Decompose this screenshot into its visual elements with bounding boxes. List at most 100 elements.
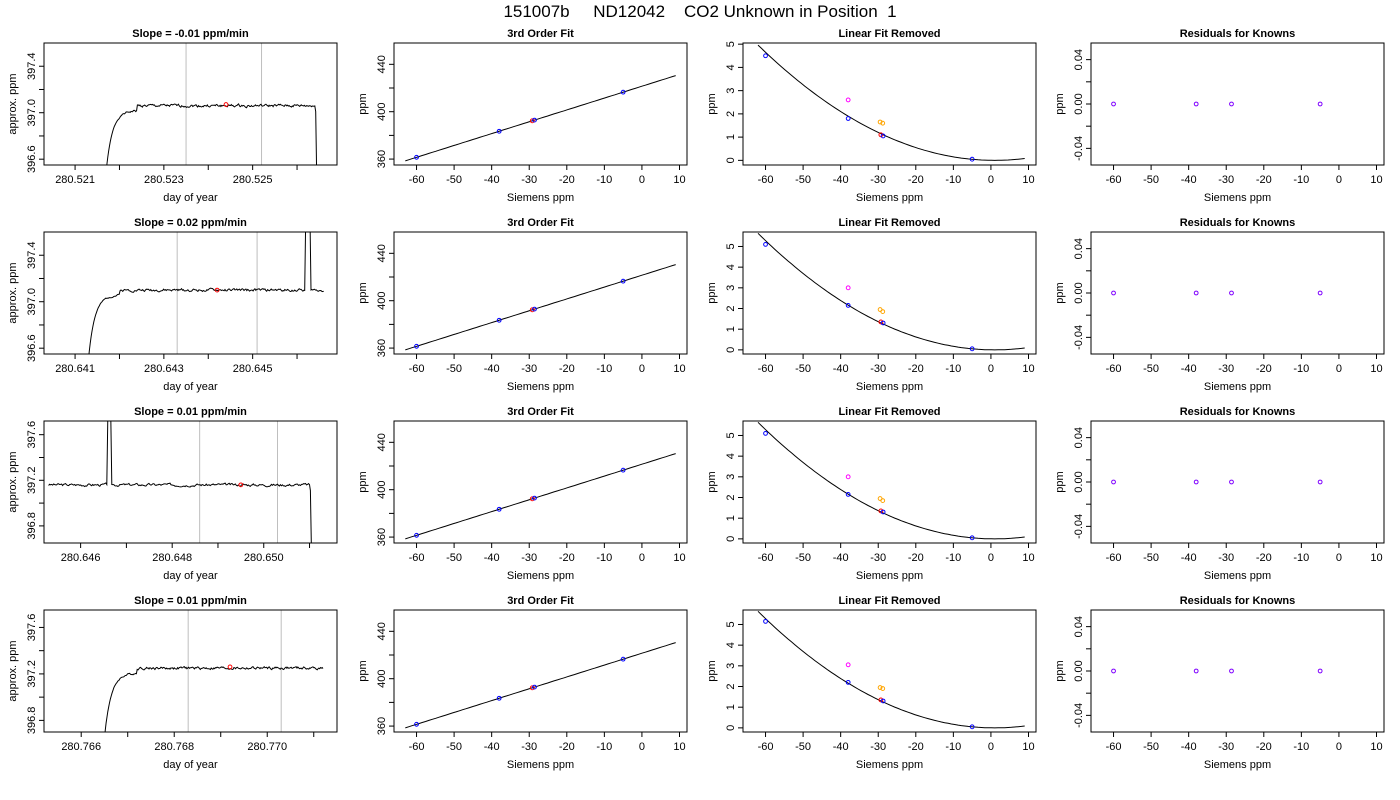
- y-tick-label: 397.0: [26, 99, 38, 127]
- x-tick-label: -40: [833, 363, 849, 375]
- data-point: [214, 287, 220, 293]
- series-line: [106, 103, 318, 165]
- data-point: [1229, 668, 1234, 674]
- x-tick-label: 10: [1370, 552, 1382, 564]
- y-tick-label: 440: [376, 55, 388, 73]
- panel-1-2: Linear Fit Removed-60 -50 -40 -30 -20 -10 0 10S…: [706, 217, 1037, 393]
- x-tick-label: -50: [446, 552, 462, 564]
- panel-3-2: Linear Fit Removed-60 -50 -40 -30 -20 -10 0 10S…: [706, 595, 1037, 771]
- y-tick-label: 397.4: [26, 52, 38, 80]
- y-tick-label: 397.2: [26, 467, 38, 495]
- data-point: [878, 697, 884, 703]
- data-point: [1111, 668, 1116, 674]
- plot-area: [48, 421, 312, 543]
- x-axis-label: Siemens ppm: [1204, 192, 1271, 204]
- y-tick-label: 5: [725, 41, 737, 47]
- y-tick-label: 3: [725, 663, 737, 669]
- panel-2-3: Residuals for Knowns -60 -50 -40 -30 -20 -10 0 1…: [1054, 406, 1385, 582]
- data-point: [496, 695, 502, 701]
- x-tick-label: -50: [795, 174, 811, 186]
- x-tick-label: -20: [908, 363, 924, 375]
- x-tick-label: -60: [758, 552, 774, 564]
- data-point: [880, 120, 886, 126]
- data-point: [969, 346, 975, 352]
- x-axis-label: Siemens ppm: [856, 570, 923, 582]
- x-tick-label: -50: [795, 363, 811, 375]
- data-point: [880, 698, 886, 704]
- x-tick-label: -30: [1218, 174, 1234, 186]
- y-tick-label: 4: [725, 453, 737, 459]
- y-tick-label: -0.04: [1073, 703, 1085, 728]
- x-tick-label: 10: [1370, 741, 1382, 753]
- y-tick-label: 440: [376, 433, 388, 451]
- y-tick-label: 0.04: [1073, 427, 1085, 448]
- plot-area: [405, 75, 676, 162]
- data-point: [877, 119, 883, 125]
- panel-title: Residuals for Knowns: [1180, 28, 1296, 40]
- panel-title: Residuals for Knowns: [1180, 406, 1296, 418]
- y-tick-label: 4: [725, 264, 737, 270]
- data-point: [620, 656, 626, 662]
- x-tick-label: 0: [1336, 552, 1342, 564]
- x-tick-label: 0: [1336, 174, 1342, 186]
- x-tick-label: -10: [1293, 741, 1309, 753]
- panel-3-1: 3rd Order Fit -60 -50 -40 -30 -20 -10 0 10 Siemen…: [357, 595, 688, 771]
- x-tick-label: -20: [559, 552, 575, 564]
- x-tick-label: -30: [521, 174, 537, 186]
- figure-title: 151007b ND12042 CO2 Unknown in Position …: [503, 2, 897, 21]
- y-tick-label: 0.00: [1073, 282, 1085, 303]
- x-tick-label: -40: [1181, 741, 1197, 753]
- y-tick-label: -0.04: [1073, 325, 1085, 350]
- panel-3-0: Slope = 0.01 ppm/min 280.766 280.768 280.77…: [7, 595, 338, 771]
- x-tick-label: -50: [795, 741, 811, 753]
- panel-0-1: 3rd Order Fit -60 -50 -40 -30 -20 -10 0 10 Siemen…: [357, 28, 688, 204]
- y-axis-label: ppm: [357, 282, 369, 303]
- data-point: [1111, 479, 1116, 485]
- y-tick-label: 396.8: [26, 512, 38, 540]
- data-point: [969, 724, 975, 730]
- x-tick-label: 10: [1370, 363, 1382, 375]
- y-tick-label: 0.00: [1073, 93, 1085, 114]
- plot-frame: [43, 231, 338, 355]
- x-tick-label: -20: [908, 741, 924, 753]
- y-tick-label: 397.0: [26, 288, 38, 316]
- plot-area: [405, 264, 676, 351]
- x-tick-label: -50: [795, 552, 811, 564]
- data-point: [529, 685, 535, 691]
- x-axis-label: day of year: [163, 192, 218, 204]
- plot-area: [88, 232, 324, 354]
- y-axis-label: ppm: [1054, 660, 1066, 681]
- data-point: [763, 618, 768, 624]
- x-tick-label: 280.645: [233, 363, 273, 375]
- x-tick-label: -30: [521, 363, 537, 375]
- panel-3-3: Residuals for Knowns -60 -50 -40 -30 -20 -10 0 1…: [1054, 595, 1385, 771]
- y-tick-label: 3: [725, 474, 737, 480]
- x-tick-label: -10: [945, 741, 961, 753]
- data-point: [880, 133, 886, 139]
- x-tick-label: -10: [596, 363, 612, 375]
- panel-title: Slope = -0.01 ppm/min: [132, 28, 249, 40]
- x-tick-label: 280.646: [61, 552, 101, 564]
- plot-area: [1111, 668, 1323, 674]
- x-tick-label: -40: [484, 174, 500, 186]
- y-tick-label: 0.00: [1073, 471, 1085, 492]
- x-tick-label: 280.523: [144, 174, 184, 186]
- y-tick-label: 2: [725, 305, 737, 311]
- data-point: [1193, 479, 1199, 485]
- x-tick-label: -20: [908, 174, 924, 186]
- series-line: [48, 421, 312, 543]
- x-tick-label: 280.770: [247, 741, 287, 753]
- data-point: [878, 508, 884, 514]
- x-tick-label: -40: [484, 741, 500, 753]
- y-axis-label: ppm: [357, 93, 369, 114]
- x-tick-label: -40: [484, 552, 500, 564]
- plot-area: [405, 642, 676, 729]
- y-tick-label: 360: [376, 717, 388, 735]
- y-axis-label: approx. ppm: [7, 640, 19, 701]
- panel-title: Linear Fit Removed: [838, 28, 940, 40]
- x-tick-label: 10: [1022, 552, 1034, 564]
- y-tick-label: 397.4: [26, 241, 38, 269]
- y-axis-label: ppm: [706, 282, 718, 303]
- x-tick-label: -30: [521, 741, 537, 753]
- panel-title: Linear Fit Removed: [838, 406, 940, 418]
